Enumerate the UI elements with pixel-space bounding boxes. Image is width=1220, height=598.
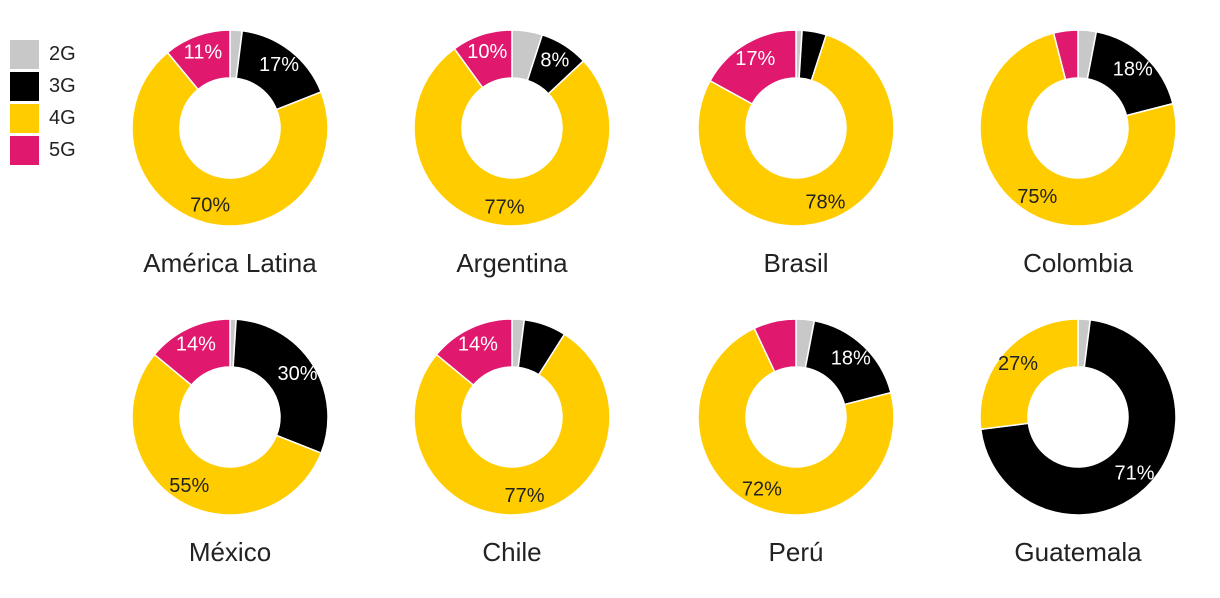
chart-title-colombia: Colombia bbox=[1023, 248, 1133, 278]
slice-mexico-4g bbox=[131, 353, 323, 516]
slice-america-latina-4g bbox=[131, 51, 329, 227]
chart-title-america-latina: América Latina bbox=[143, 248, 317, 278]
legend-swatch-2g bbox=[10, 39, 39, 69]
slice-label-brasil-4g: 78% bbox=[805, 191, 845, 213]
slice-label-america-latina-3g: 17% bbox=[259, 54, 299, 76]
legend-swatch-4g bbox=[10, 103, 39, 133]
chart-title-peru: Perú bbox=[769, 537, 824, 567]
slice-mexico-5g bbox=[153, 318, 231, 387]
slice-peru-5g bbox=[753, 318, 797, 373]
legend-item-2g: 2G bbox=[10, 38, 76, 70]
legend-item-5g: 5G bbox=[10, 134, 76, 166]
slice-guatemala-3g bbox=[979, 318, 1177, 516]
slice-label-chile-4g: 77% bbox=[504, 485, 544, 507]
slice-colombia-4g bbox=[979, 32, 1177, 227]
slice-argentina-5g bbox=[453, 29, 513, 89]
slice-label-colombia-3g: 18% bbox=[1113, 59, 1153, 81]
slice-colombia-5g bbox=[1052, 29, 1079, 81]
slice-label-colombia-4g: 75% bbox=[1017, 186, 1057, 208]
slice-label-america-latina-4g: 70% bbox=[190, 194, 230, 216]
slice-mexico-3g bbox=[232, 318, 329, 455]
slice-america-latina-5g bbox=[166, 29, 231, 91]
slice-chile-4g bbox=[413, 333, 611, 516]
slice-label-argentina-5g: 10% bbox=[467, 41, 507, 63]
legend-item-4g: 4G bbox=[10, 102, 76, 134]
slice-label-america-latina-5g: 11% bbox=[184, 42, 223, 64]
legend: 2G 3G 4G 5G bbox=[10, 38, 76, 166]
legend-label-5g: 5G bbox=[49, 138, 76, 161]
legend-swatch-5g bbox=[10, 135, 39, 165]
slice-label-guatemala-3g: 71% bbox=[1115, 463, 1155, 485]
slice-label-mexico-3g: 30% bbox=[278, 363, 318, 385]
chart-title-guatemala: Guatemala bbox=[1014, 537, 1142, 567]
legend-swatch-3g bbox=[10, 71, 39, 101]
slice-guatemala-4g bbox=[979, 318, 1079, 431]
legend-label-2g: 2G bbox=[49, 42, 76, 65]
slice-label-mexico-4g: 55% bbox=[169, 475, 209, 497]
chart-title-mexico: México bbox=[189, 537, 271, 567]
slice-brasil-4g bbox=[697, 33, 895, 227]
slice-brasil-5g bbox=[709, 29, 797, 105]
slice-label-peru-4g: 72% bbox=[742, 478, 782, 500]
slice-label-argentina-4g: 77% bbox=[484, 197, 524, 219]
slice-label-mexico-5g: 14% bbox=[176, 334, 216, 356]
slice-argentina-4g bbox=[413, 47, 611, 227]
chart-title-argentina: Argentina bbox=[456, 248, 568, 278]
slice-label-chile-5g: 14% bbox=[458, 334, 498, 356]
legend-label-3g: 3G bbox=[49, 74, 76, 97]
slice-label-brasil-5g: 17% bbox=[735, 48, 775, 70]
slice-label-peru-3g: 18% bbox=[831, 348, 871, 370]
slice-chile-5g bbox=[435, 318, 513, 387]
slice-label-argentina-3g: 8% bbox=[540, 49, 569, 71]
slice-label-guatemala-4g: 27% bbox=[998, 353, 1038, 375]
chart-title-chile: Chile bbox=[482, 537, 541, 567]
chart-title-brasil: Brasil bbox=[763, 248, 828, 278]
legend-label-4g: 4G bbox=[49, 106, 76, 129]
legend-item-3g: 3G bbox=[10, 70, 76, 102]
slice-peru-4g bbox=[697, 327, 895, 516]
